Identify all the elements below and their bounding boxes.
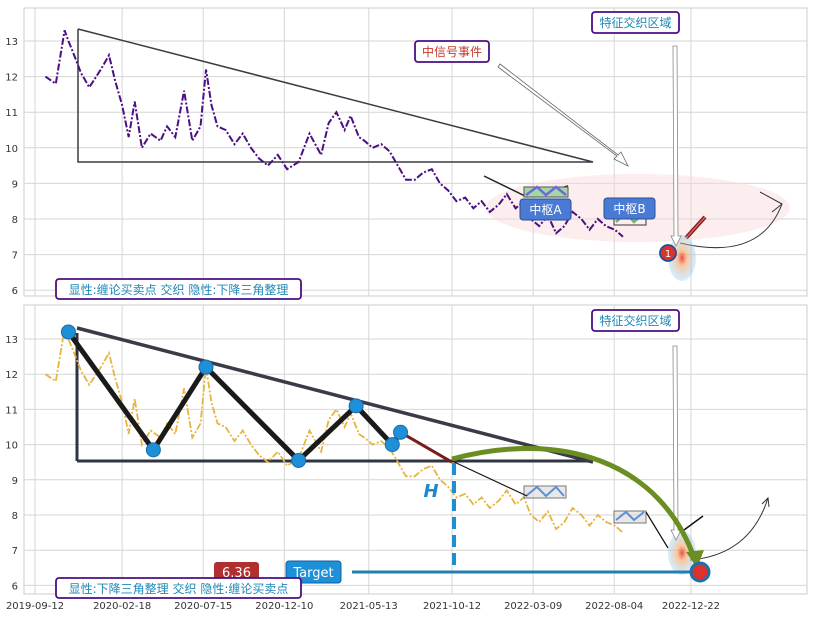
pattern-point xyxy=(348,398,364,414)
projection-arc-head xyxy=(686,550,704,568)
bottom-zhongshu-b-wave xyxy=(615,510,645,522)
pattern-point xyxy=(393,424,409,440)
zhongshu-a-label-box xyxy=(519,198,572,221)
y-tick-label: 10 xyxy=(5,144,18,155)
top-curve-arrow xyxy=(679,203,783,249)
x-tick-label: 2022-12-22 xyxy=(662,601,720,612)
y-tick-label: 7 xyxy=(12,546,18,557)
zhongshu-a-wave xyxy=(525,185,567,197)
y-tick-label: 8 xyxy=(12,511,18,522)
top-signal-marker xyxy=(659,244,677,262)
y-tick-label: 13 xyxy=(5,37,18,48)
y-tick-label: 10 xyxy=(5,441,18,452)
x-tick-label: 2020-02-18 xyxy=(93,601,151,612)
top-legend: 显性:缠论买卖点 交织 隐性:下降三角整理 xyxy=(69,282,289,297)
zhongshu-a-label: 中枢A xyxy=(529,202,562,217)
bottom-zhongshu-a-wave xyxy=(525,485,565,498)
zhongshu-b-label: 中枢B xyxy=(613,201,645,216)
y-tick-label: 12 xyxy=(5,73,18,84)
pattern-point xyxy=(145,442,161,458)
y-tick-label: 6 xyxy=(12,581,18,592)
pattern-point xyxy=(291,452,307,468)
zhongshu-a-box xyxy=(523,186,569,198)
bottom-y-axis: 6 7 8 9 10 11 12 13 xyxy=(5,335,18,592)
y-tick-label: 8 xyxy=(12,215,18,226)
top-labels: 1 中信号事件 特征交织区域 中枢A 中枢B 显性:缠论买卖点 交织 隐性:下降… xyxy=(55,11,680,300)
x-tick-label: 2021-05-13 xyxy=(340,601,398,612)
y-tick-label: 11 xyxy=(5,405,18,416)
top-signal-marker-label: 1 xyxy=(665,249,671,260)
y-tick-label: 9 xyxy=(12,476,18,487)
x-tick-label: 2021-10-12 xyxy=(423,601,481,612)
bottom-legend-box xyxy=(55,577,302,599)
y-tick-label: 7 xyxy=(12,251,18,262)
top-y-axis: 6 7 8 9 10 11 12 13 xyxy=(5,37,18,297)
x-tick-label: 2022-03-09 xyxy=(504,601,562,612)
top-overlays xyxy=(483,45,783,281)
top-red-stroke-highlight xyxy=(685,216,706,239)
signal-label: 中信号事件 xyxy=(422,44,482,59)
zone-hollow-arrow-top xyxy=(670,45,682,247)
x-tick-label: 2019-09-12 xyxy=(6,601,64,612)
bottom-zone-label-box xyxy=(591,309,680,332)
zigzag-segment xyxy=(354,404,395,447)
pattern-point xyxy=(60,324,76,340)
x-tick-label: 2020-07-15 xyxy=(174,601,232,612)
zigzag-segment xyxy=(66,330,156,452)
zhongshu-b-label-box xyxy=(603,197,656,220)
bottom-stroke-1 xyxy=(451,460,528,497)
top-triangle xyxy=(77,28,594,163)
pattern-zigzag xyxy=(66,330,453,464)
x-tick-label: 2020-12-10 xyxy=(255,601,313,612)
y-tick-label: 6 xyxy=(12,286,18,297)
signal-hollow-arrow xyxy=(497,63,629,167)
bottom-zone-label: 特征交织区域 xyxy=(599,313,671,328)
bottom-legend: 显性:下降三角整理 交织 隐性:缠论买卖点 xyxy=(69,581,289,596)
bottom-curve-arrow-head xyxy=(761,496,770,508)
top-curve-arrow-head xyxy=(759,191,783,213)
top-legend-box xyxy=(55,278,302,300)
zigzag-segment xyxy=(296,404,358,463)
target-label: Target xyxy=(292,566,333,581)
signal-label-box xyxy=(414,40,490,63)
pattern-points xyxy=(60,324,409,468)
pattern-point xyxy=(198,359,214,375)
pattern-point xyxy=(384,437,400,453)
bottom-stroke-2 xyxy=(645,511,669,549)
bottom-overlays xyxy=(352,345,770,575)
y-tick-label: 13 xyxy=(5,335,18,346)
height-label: H xyxy=(423,481,438,502)
y-tick-label: 12 xyxy=(5,370,18,381)
top-stroke-1 xyxy=(483,175,528,198)
x-tick-label: 2022-08-04 xyxy=(585,601,643,612)
bottom-curve-arrow xyxy=(689,497,769,561)
projection-arc xyxy=(451,446,698,561)
zone-hollow-arrow-bottom xyxy=(670,345,682,541)
bottom-base xyxy=(75,326,594,464)
y-tick-label: 9 xyxy=(12,179,18,190)
zigzag-segment xyxy=(204,365,301,463)
top-zone-label: 特征交织区域 xyxy=(599,15,671,30)
top-zone-label-box xyxy=(591,11,680,34)
bottom-price-line xyxy=(44,324,624,534)
x-axis: 2019-09-12 2020-02-18 2020-07-15 2020-12-10… xyxy=(6,601,720,612)
y-tick-label: 11 xyxy=(5,108,18,119)
bottom-stroke-3 xyxy=(683,515,704,531)
bottom-triangle-resistance xyxy=(76,326,594,464)
bottom-labels: 特征交织区域 H 6.36 Target 显性:下降三角整理 交织 隐性:缠论买… xyxy=(55,309,680,599)
target-marker xyxy=(689,561,711,583)
zigzag-segment xyxy=(151,365,209,452)
zigzag-segment xyxy=(399,430,453,464)
top-glow-ellipse xyxy=(668,235,696,281)
